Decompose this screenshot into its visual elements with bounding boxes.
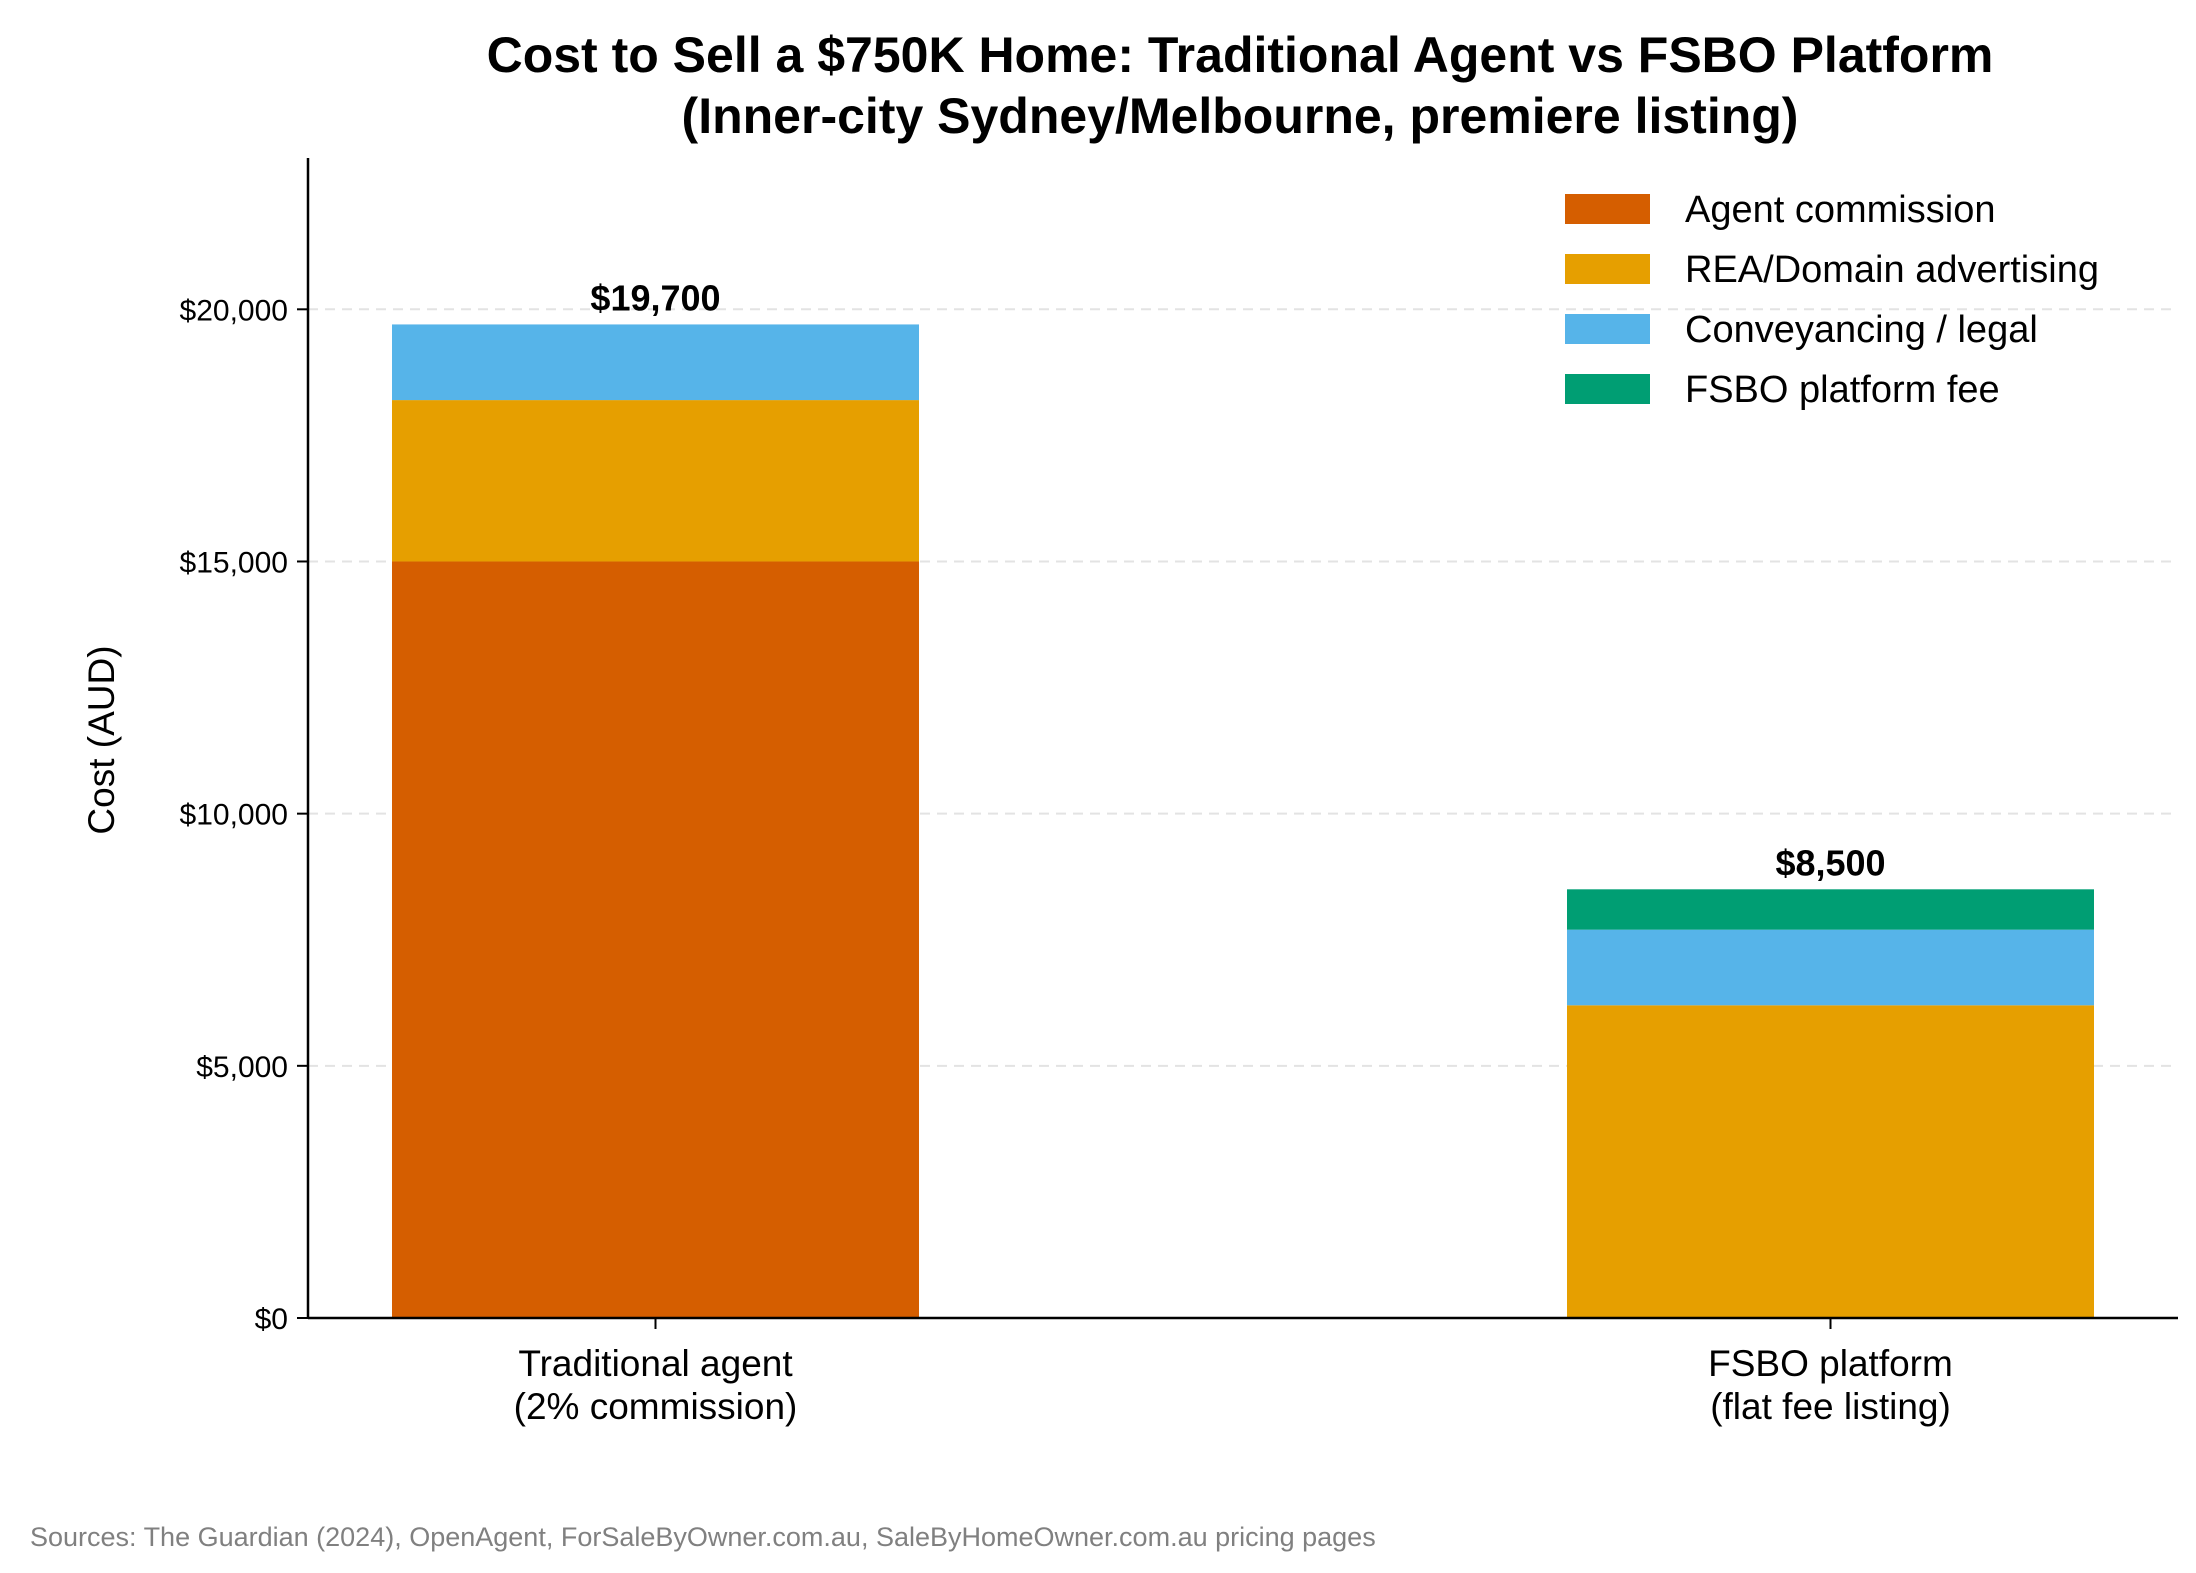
legend-label: Conveyancing / legal <box>1685 309 2038 351</box>
bar-segment <box>1567 1005 2094 1318</box>
y-axis-label: Cost (AUD) <box>81 645 122 834</box>
legend-swatch <box>1565 314 1650 344</box>
y-tick-label: $15,000 <box>180 546 288 579</box>
y-tick-label: $0 <box>255 1303 288 1336</box>
x-category-label: (flat fee listing) <box>1710 1386 1951 1427</box>
bar-total-label: $8,500 <box>1775 842 1885 883</box>
legend-label: FSBO platform fee <box>1685 369 2000 411</box>
legend: Agent commission REA/Domain advertising Co… <box>1565 189 2099 411</box>
chart-subtitle: (Inner-city Sydney/Melbourne, premiere l… <box>682 88 1799 144</box>
legend-label: Agent commission <box>1685 189 1995 231</box>
bar-segment <box>392 324 919 401</box>
legend-swatch <box>1565 374 1650 404</box>
bar-total-label: $19,700 <box>590 277 720 318</box>
y-tick-label: $10,000 <box>180 799 288 832</box>
legend-label: REA/Domain advertising <box>1685 249 2099 291</box>
source-note: Sources: The Guardian (2024), OpenAgent,… <box>30 1522 1376 1552</box>
chart-title: Cost to Sell a $750K Home: Traditional A… <box>487 27 1994 83</box>
bar-segment <box>1567 889 2094 930</box>
x-category-label: (2% commission) <box>514 1386 798 1427</box>
bar-segment <box>392 561 919 1318</box>
legend-swatch <box>1565 254 1650 284</box>
x-category-label: FSBO platform <box>1708 1343 1953 1384</box>
bar-segment <box>392 400 919 562</box>
y-ticks: $0 $5,000 $10,000 $15,000 $20,000 <box>180 294 308 1336</box>
x-category-label: Traditional agent <box>518 1343 793 1384</box>
x-categories: Traditional agent(2% commission) FSBO pla… <box>514 1318 1953 1427</box>
y-tick-label: $20,000 <box>180 294 288 327</box>
bars <box>392 324 2094 1318</box>
bar-segment <box>1567 929 2094 1006</box>
legend-swatch <box>1565 194 1650 224</box>
y-tick-label: $5,000 <box>196 1051 288 1084</box>
axes <box>306 158 2178 1320</box>
total-labels: $19,700 $8,500 <box>590 277 1885 883</box>
